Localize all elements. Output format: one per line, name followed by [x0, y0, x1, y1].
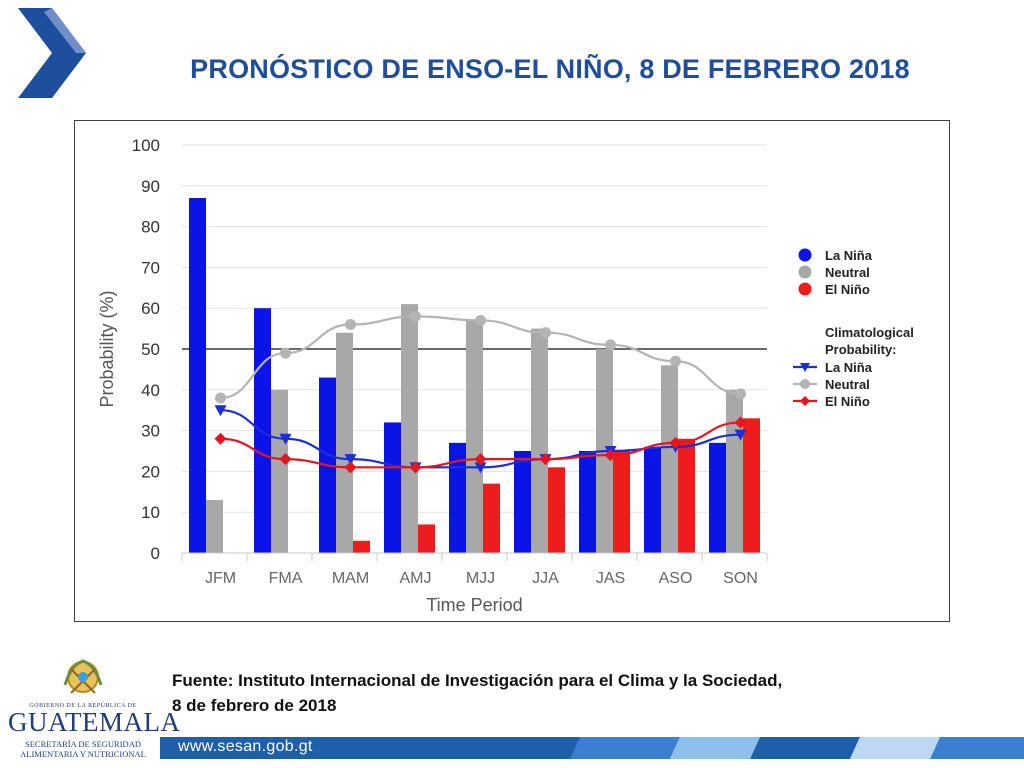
bar: [678, 438, 695, 553]
logo-secretariat-line-2: ALIMENTARIA Y NUTRICIONAL: [20, 749, 146, 759]
climatology-point: [345, 319, 356, 331]
x-tick-label: MJJ: [466, 570, 495, 587]
bar: [466, 320, 483, 553]
page-title: PRONÓSTICO DE ENSO-EL NIÑO, 8 DE FEBRERO…: [190, 54, 910, 84]
x-tick-label: MAM: [332, 570, 369, 587]
y-tick-label: 50: [141, 340, 160, 359]
legend-marker: [800, 396, 810, 406]
bar: [743, 418, 760, 553]
enso-probability-chart: 0 10 20 30 40 50 60 70 80 90 100 JFM FMA MAM AMJ MJJ JJA…: [97, 136, 914, 615]
x-axis-title: Time Period: [426, 595, 522, 615]
climatology-point: [604, 449, 617, 462]
bar: [418, 524, 435, 553]
legend-swatch: [798, 248, 812, 262]
climatology-point: [344, 454, 357, 466]
legend-swatch: [798, 265, 812, 279]
logo-secretariat-line-1: SECRETARÍA DE SEGURIDAD: [25, 739, 141, 749]
logo-secretariat-text: SECRETARÍA DE SEGURIDAD ALIMENTARIA Y NU…: [8, 739, 158, 759]
climatology-point: [540, 327, 551, 339]
y-tick-label: 70: [141, 258, 160, 277]
bar: [726, 389, 743, 553]
bar: [353, 540, 370, 553]
chart-frame: 0 10 20 30 40 50 60 70 80 90 100 JFM FMA MAM AMJ MJJ JJA…: [74, 120, 950, 622]
y-tick-label: 20: [141, 462, 160, 481]
legend-label: El Niño: [825, 282, 870, 297]
climatology-point: [475, 314, 486, 326]
footer-url: www.sesan.gob.gt: [178, 738, 313, 755]
bar: [644, 446, 661, 553]
bar: [514, 451, 531, 553]
y-tick-label: 60: [141, 299, 160, 318]
y-tick-label: 0: [151, 544, 160, 563]
y-tick-label: 30: [141, 422, 160, 441]
legend-label: Neutral: [825, 265, 870, 280]
x-tick-label: AMJ: [400, 570, 432, 587]
legend-label: El Niño: [825, 394, 870, 409]
x-tick-label: SON: [723, 570, 758, 587]
legend-label: La Niña: [825, 360, 873, 375]
climatology-point: [605, 339, 616, 351]
bar: [336, 332, 353, 553]
climatology-point: [279, 433, 292, 445]
climatology-point: [539, 453, 552, 466]
logo-government-text: GOBIERNO DE LA REPÚBLICA DE: [29, 703, 137, 709]
y-tick-label: 80: [141, 218, 160, 237]
bar: [531, 328, 548, 553]
bar: [483, 483, 500, 553]
bar: [709, 442, 726, 553]
y-tick-label: 100: [132, 136, 160, 155]
legend-swatch: [798, 282, 812, 296]
y-tick-label: 10: [141, 503, 160, 522]
bar: [384, 422, 401, 553]
legend-marker: [800, 379, 810, 389]
climatology-point: [214, 432, 227, 445]
bar: [254, 308, 271, 553]
logo-country-text: GUATEMALA: [8, 707, 181, 737]
footer-band: [160, 737, 1024, 759]
bar: [548, 467, 565, 553]
legend-label: Neutral: [825, 377, 870, 392]
guatemala-logo: GOBIERNO DE LA REPÚBLICA DE GUATEMALA SE…: [8, 655, 181, 760]
y-tick-label: 40: [141, 381, 160, 400]
bar: [579, 451, 596, 553]
legend-climatology-title: Probability:: [825, 342, 897, 357]
x-tick-label: FMA: [269, 570, 303, 587]
bar: [271, 389, 288, 553]
source-line-1: Fuente: Instituto Internacional de Inves…: [172, 671, 783, 690]
climatology-point: [279, 453, 292, 466]
climatology-point: [214, 405, 227, 417]
legend-climatology-title: Climatological: [825, 325, 914, 340]
y-axis-title: Probability (%): [97, 290, 117, 407]
bar: [613, 451, 630, 553]
climatology-point: [474, 453, 487, 466]
source-note: Fuente: Instituto Internacional de Inves…: [172, 668, 952, 718]
climatology-point: [409, 461, 422, 474]
x-tick-label: JFM: [205, 570, 236, 587]
x-tick-label: ASO: [659, 570, 693, 587]
coat-of-arms-icon: [63, 659, 103, 694]
bar: [449, 442, 466, 553]
y-tick-label: 90: [141, 177, 160, 196]
x-tick-label: JJA: [532, 570, 559, 587]
climatology-point: [344, 461, 357, 474]
bar: [661, 365, 678, 553]
bar: [206, 499, 223, 553]
climatology-point: [670, 355, 681, 367]
climatology-point: [735, 388, 746, 400]
climatology-point: [215, 392, 226, 404]
x-tick-label: JAS: [596, 570, 625, 587]
bar: [189, 198, 206, 553]
climatology-point: [474, 462, 487, 474]
climatology-point: [280, 347, 291, 359]
legend-label: La Niña: [825, 248, 873, 263]
source-line-2: 8 de febrero de 2018: [172, 696, 337, 715]
legend-marker: [800, 363, 810, 372]
climatology-point: [734, 416, 747, 429]
chevron-logo-icon: [18, 8, 86, 98]
climatology-point: [410, 310, 421, 322]
climatology-point: [669, 436, 682, 449]
bar: [401, 304, 418, 553]
climatology-point: [734, 429, 747, 441]
